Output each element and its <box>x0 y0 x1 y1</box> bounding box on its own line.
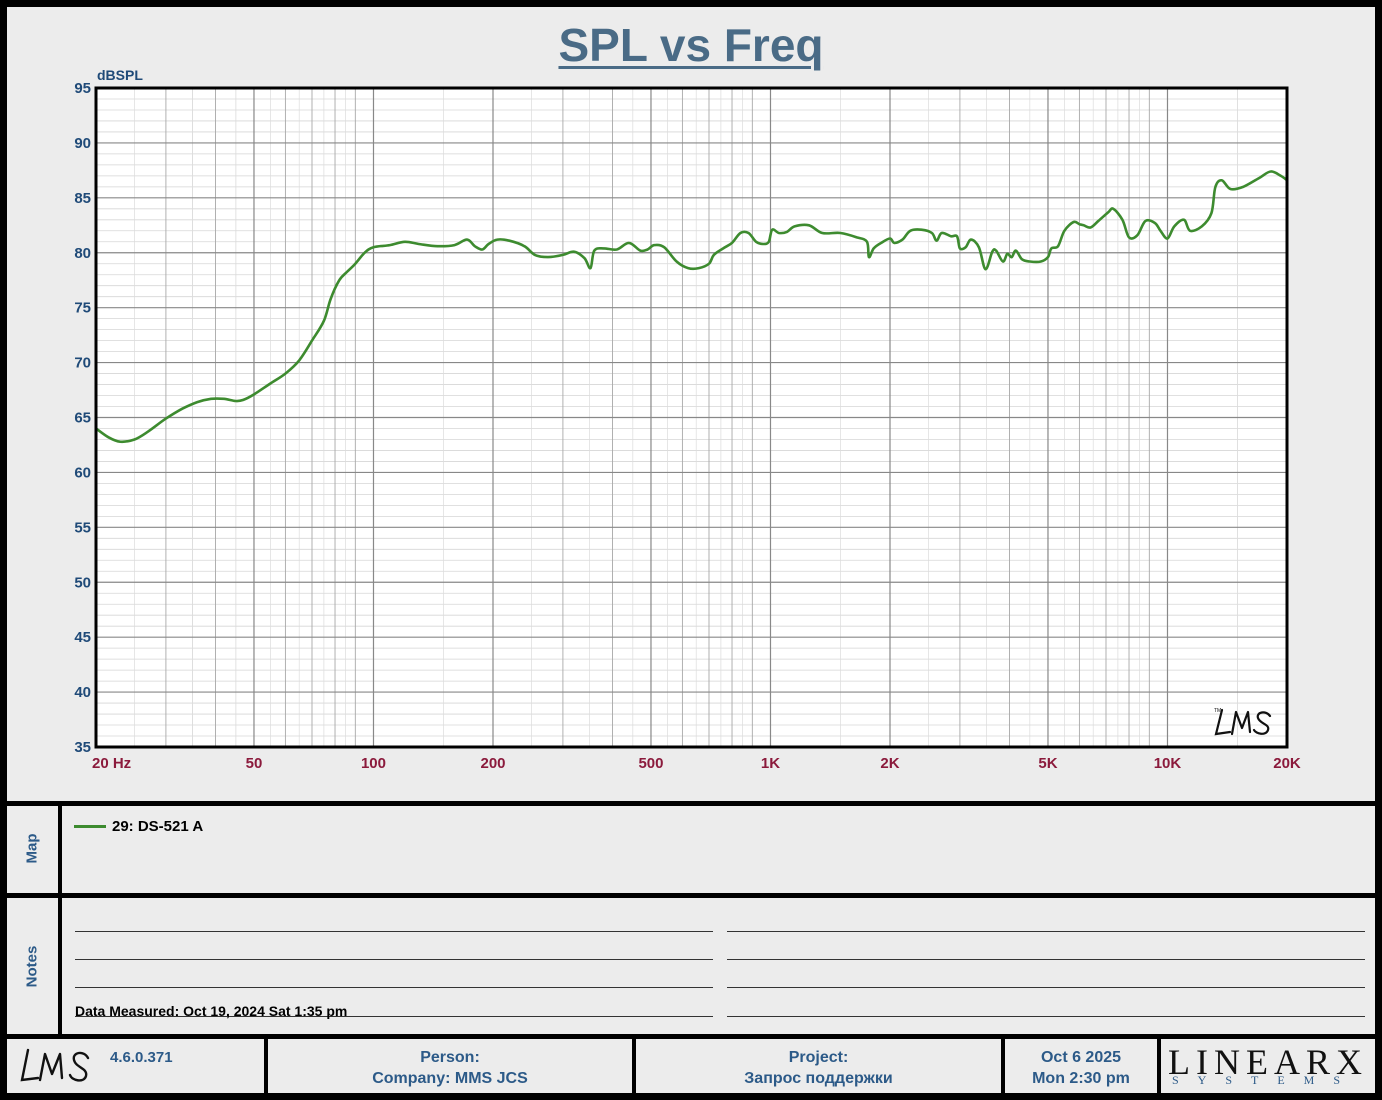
footer-divider-2 <box>632 1034 636 1096</box>
note-line <box>75 1016 713 1017</box>
y-tick-label: 75 <box>74 300 91 317</box>
notes-side-label: Notes <box>23 945 41 988</box>
x-tick-label: 10K <box>1154 755 1182 772</box>
legend-swatch <box>74 825 106 828</box>
legend-label: 29: DS-521 A <box>112 818 204 835</box>
y-tick-label: 85 <box>74 190 91 207</box>
lms-watermark-logo: TM <box>1214 708 1272 736</box>
footer-divider-3 <box>1001 1034 1005 1096</box>
map-side-label: Map <box>23 833 41 864</box>
x-tick-label: 500 <box>638 755 663 772</box>
y-axis-label: dBSPL <box>97 67 143 83</box>
x-tick-labels: 20 Hz 50 100 200 500 1K 2K 5K 10K 20K <box>92 755 1301 772</box>
x-tick-label: 1K <box>761 755 780 772</box>
project-name: Запрос поддержки <box>744 1070 893 1087</box>
note-line <box>727 959 1365 960</box>
y-tick-label: 40 <box>74 684 91 701</box>
divider-notes-footer <box>0 1034 1382 1039</box>
x-tick-label: 200 <box>480 755 505 772</box>
divider-chart-map <box>0 801 1382 806</box>
spl-chart: 35 40 45 50 55 60 65 70 75 80 85 90 95 20 Hz 50 100 200… <box>74 67 1301 772</box>
divider-map-notes <box>0 893 1382 898</box>
note-line <box>727 987 1365 988</box>
y-tick-label: 80 <box>74 245 91 262</box>
data-measured-text: Data Measured: Oct 19, 2024 Sat 1:35 pm <box>75 1003 348 1019</box>
note-line <box>75 959 713 960</box>
note-line <box>727 931 1365 932</box>
x-tick-label: 100 <box>361 755 386 772</box>
linearx-logo-subtext: SYSTEMS <box>1172 1073 1360 1087</box>
y-tick-label: 55 <box>74 519 91 536</box>
y-tick-label: 60 <box>74 464 91 481</box>
map-side-divider <box>58 801 62 898</box>
report-time: Mon 2:30 pm <box>1032 1070 1130 1087</box>
x-tick-label: 50 <box>246 755 263 772</box>
y-tick-label: 35 <box>74 739 91 756</box>
footer-divider-4 <box>1157 1034 1161 1096</box>
footer-divider-1 <box>264 1034 268 1096</box>
y-tick-labels: 35 40 45 50 55 60 65 70 75 80 85 90 95 <box>74 80 91 756</box>
note-line <box>75 987 713 988</box>
y-tick-label: 95 <box>74 80 91 97</box>
report-date: Oct 6 2025 <box>1040 1049 1122 1066</box>
note-line <box>727 1016 1365 1017</box>
x-tick-label: 20 Hz <box>92 755 131 772</box>
major-grid <box>96 88 1287 747</box>
person-label: Person: <box>420 1049 480 1066</box>
linearx-logo: LINEARX SYSTEMS <box>1168 1042 1368 1089</box>
x-tick-label: 20K <box>1273 755 1301 772</box>
y-tick-label: 65 <box>74 410 91 427</box>
x-tick-label: 5K <box>1038 755 1057 772</box>
plot-border <box>94 86 1289 749</box>
svg-text:TM: TM <box>1214 708 1221 714</box>
version-number: 4.6.0.371 <box>110 1049 173 1066</box>
project-label: Project: <box>788 1049 849 1066</box>
lms-footer-logo <box>20 1048 90 1082</box>
note-line <box>75 931 713 932</box>
y-tick-label: 90 <box>74 135 91 152</box>
y-tick-label: 45 <box>74 629 91 646</box>
series-line-ds-521-a <box>94 170 1289 444</box>
company-text: Company: MMS JCS <box>372 1070 528 1087</box>
y-tick-label: 50 <box>74 574 91 591</box>
x-tick-label: 2K <box>880 755 899 772</box>
linearx-logo-text: LINEARX <box>1168 1042 1368 1082</box>
notes-side-divider <box>58 893 62 1039</box>
chart-title: SPL vs Freq <box>558 19 824 71</box>
legend: 29: DS-521 A <box>74 818 203 835</box>
series-layer <box>94 170 1289 444</box>
y-tick-label: 70 <box>74 355 91 372</box>
